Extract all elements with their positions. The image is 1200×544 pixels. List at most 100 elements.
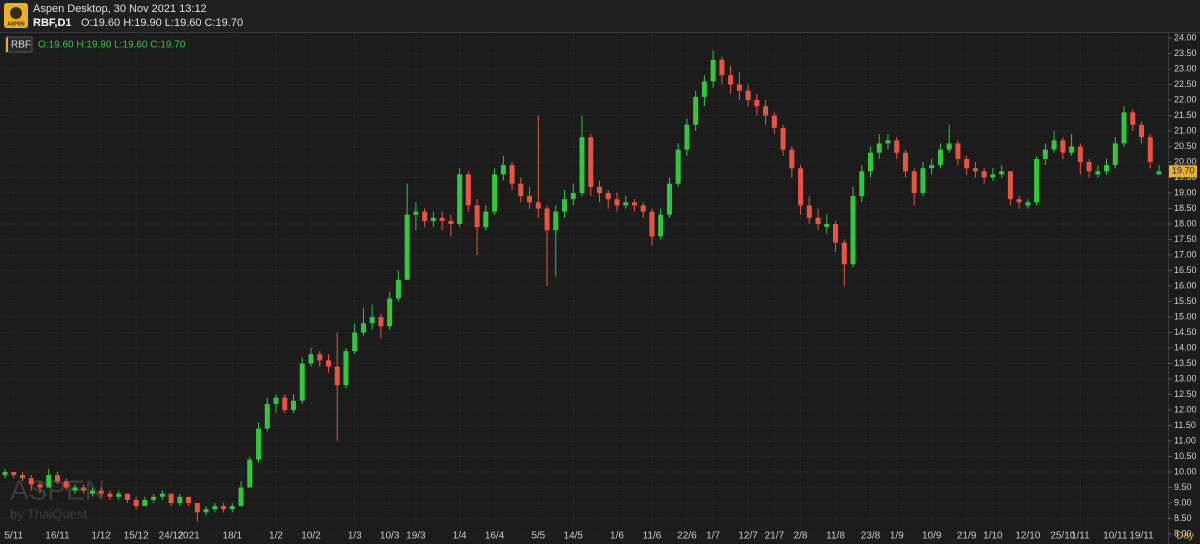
- candle-body: [1007, 171, 1013, 200]
- y-tick-label: 13.00: [1174, 373, 1197, 383]
- candle-body: [238, 487, 244, 507]
- candle-body: [798, 168, 804, 206]
- candle-body: [11, 472, 17, 476]
- y-tick-label: 15.00: [1174, 311, 1197, 321]
- candle-body: [72, 487, 78, 491]
- x-tick-label: 19/3: [406, 531, 426, 542]
- y-tick-label: 12.50: [1174, 389, 1197, 399]
- candle-body: [116, 493, 122, 497]
- candle-body: [824, 224, 830, 228]
- candle-body: [1121, 112, 1127, 144]
- candle-body: [1156, 171, 1162, 175]
- x-tick-label: 5/11: [4, 531, 23, 542]
- candle-body: [754, 100, 760, 107]
- candle-body: [500, 165, 506, 175]
- candle-body: [1147, 137, 1153, 162]
- y-tick-label: 15.50: [1174, 296, 1197, 306]
- x-tick-label: 5/5: [531, 531, 545, 542]
- candle-body: [1025, 202, 1031, 206]
- candle-body: [273, 397, 279, 404]
- candle-body: [457, 174, 463, 224]
- y-tick-label: 23.00: [1174, 63, 1197, 73]
- y-tick-label: 22.00: [1174, 94, 1197, 104]
- candle-body: [701, 81, 707, 97]
- y-tick-label: 20.00: [1174, 156, 1197, 166]
- candle-body: [186, 496, 192, 503]
- candle-body: [771, 115, 777, 128]
- candle-body: [518, 183, 524, 197]
- candle-body: [640, 205, 646, 212]
- candle-body: [527, 196, 533, 203]
- candle-body: [859, 171, 865, 197]
- y-tick-label: 20.50: [1174, 141, 1197, 151]
- candle-body: [256, 428, 262, 460]
- candle-body: [221, 506, 227, 510]
- candle-body: [894, 140, 900, 153]
- candle-body: [789, 149, 795, 169]
- y-tick-label: 8.00: [1174, 528, 1192, 538]
- x-tick-label: 14/5: [564, 531, 584, 542]
- candle-body: [343, 351, 349, 386]
- candle-body: [54, 475, 60, 482]
- logo-mark: [10, 7, 22, 19]
- candle-body: [81, 487, 87, 491]
- candle-body: [98, 490, 104, 494]
- candle-body: [763, 106, 769, 116]
- candle-body: [553, 211, 559, 231]
- candle-body: [964, 158, 970, 169]
- y-tick-label: 14.00: [1174, 342, 1197, 352]
- candle-body: [439, 217, 445, 221]
- candle-body: [693, 96, 699, 125]
- candle-body: [719, 59, 725, 76]
- x-tick-label: 1/9: [890, 531, 904, 542]
- candle-body: [1042, 149, 1048, 159]
- y-tick-label: 14.50: [1174, 327, 1197, 337]
- candle-body: [317, 354, 323, 361]
- x-tick-label: 15/12: [124, 531, 149, 542]
- app-title: Aspen Desktop, 30 Nov 2021 13:12: [33, 3, 207, 15]
- x-tick-label: 10/11: [1103, 531, 1128, 542]
- y-tick-label: 11.50: [1174, 420, 1196, 430]
- candle-body: [955, 143, 961, 159]
- candle-body: [89, 490, 95, 494]
- x-tick-label: 22/6: [677, 531, 697, 542]
- candle-body: [395, 279, 401, 299]
- candle-body: [334, 366, 340, 386]
- ohlc-header: O:19.60 H:19.90 L:19.60 C:19.70: [81, 17, 243, 29]
- candle-body: [142, 499, 148, 507]
- x-tick-label: 11/8: [826, 531, 845, 542]
- candle-body: [2, 472, 8, 476]
- candle-body: [710, 59, 716, 82]
- candle-body: [19, 475, 25, 479]
- candle-body: [675, 149, 681, 184]
- candle-body: [815, 217, 821, 224]
- candle-body: [562, 199, 568, 212]
- y-tick-label: 8.50: [1174, 513, 1192, 523]
- y-tick-label: 10.50: [1174, 451, 1197, 461]
- x-tick-label: 12/10: [1015, 531, 1040, 542]
- x-tick-label: 16/11: [45, 531, 70, 542]
- candle-body: [483, 211, 489, 228]
- candle-body: [806, 205, 812, 218]
- y-tick-label: 17.50: [1174, 234, 1197, 244]
- candle-body: [291, 400, 296, 410]
- logo-text: ASPEN: [7, 21, 25, 27]
- candle-body: [177, 496, 183, 503]
- y-tick-label: 16.00: [1174, 280, 1197, 290]
- candle-body: [833, 224, 839, 243]
- candle-body: [430, 217, 436, 221]
- candle-body: [684, 124, 690, 150]
- x-tick-label: 10/3: [380, 531, 400, 542]
- candle-body: [1095, 171, 1101, 175]
- y-tick-label: 9.50: [1174, 482, 1192, 492]
- candle-body: [465, 174, 471, 206]
- y-tick-label: 9.00: [1174, 497, 1192, 507]
- candle-body: [1060, 140, 1066, 153]
- x-tick-label: 1/7: [706, 531, 720, 542]
- candle-body: [658, 214, 664, 237]
- candle-body: [946, 143, 952, 150]
- candle-body: [999, 171, 1005, 175]
- y-tick-label: 18.00: [1174, 218, 1197, 228]
- candle-body: [369, 317, 375, 324]
- candle-body: [570, 193, 576, 200]
